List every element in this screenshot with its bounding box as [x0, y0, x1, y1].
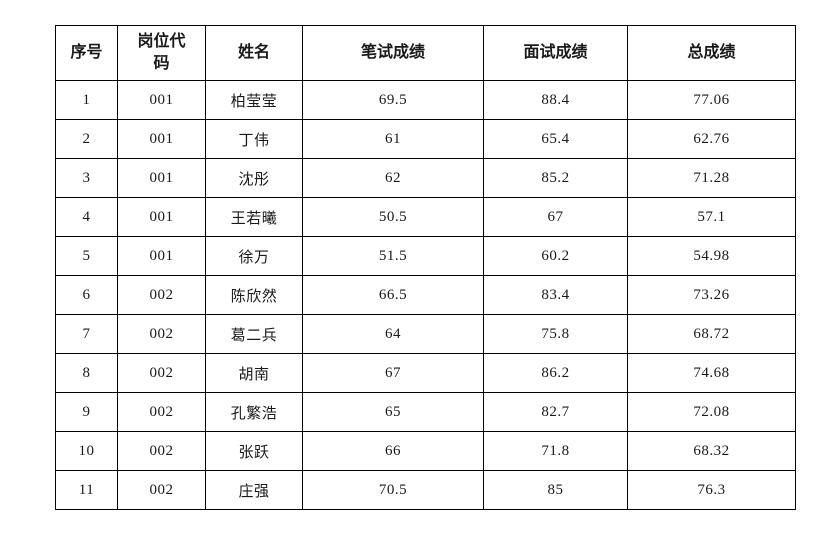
cell-interview-score: 83.4 [483, 275, 628, 315]
cell-written-score: 62 [302, 158, 484, 198]
table-row: 6 002 陈欣然 66.5 83.4 73.26 [55, 275, 796, 315]
cell-total-score: 62.76 [627, 119, 796, 159]
cell-written-score: 66 [302, 431, 484, 471]
cell-interview-score: 88.4 [483, 80, 628, 120]
cell-code: 001 [117, 158, 206, 198]
cell-name: 张跃 [205, 431, 303, 471]
cell-index: 8 [55, 353, 118, 393]
cell-total-score: 73.26 [627, 275, 796, 315]
cell-total-score: 71.28 [627, 158, 796, 198]
cell-interview-score: 85.2 [483, 158, 628, 198]
table-row: 9 002 孔繁浩 65 82.7 72.08 [55, 392, 796, 432]
cell-written-score: 70.5 [302, 470, 484, 510]
cell-code: 002 [117, 470, 206, 510]
cell-name: 陈欣然 [205, 275, 303, 315]
cell-code: 002 [117, 353, 206, 393]
cell-index: 4 [55, 197, 118, 237]
cell-written-score: 61 [302, 119, 484, 159]
cell-written-score: 50.5 [302, 197, 484, 237]
table-row: 3 001 沈彤 62 85.2 71.28 [55, 158, 796, 198]
column-header-interview-score-label: 面试成绩 [523, 44, 588, 62]
cell-name: 沈彤 [205, 158, 303, 198]
table-row: 8 002 胡南 67 86.2 74.68 [55, 353, 796, 393]
cell-total-score: 57.1 [627, 197, 796, 237]
table-row: 10 002 张跃 66 71.8 68.32 [55, 431, 796, 471]
cell-index: 10 [55, 431, 118, 471]
cell-index: 6 [55, 275, 118, 315]
column-header-total-score: 总成绩 [627, 25, 796, 81]
column-header-total-score-label: 总成绩 [687, 44, 736, 62]
cell-written-score: 69.5 [302, 80, 484, 120]
cell-interview-score: 86.2 [483, 353, 628, 393]
cell-code: 002 [117, 392, 206, 432]
column-header-name: 姓名 [205, 25, 303, 81]
cell-name: 丁伟 [205, 119, 303, 159]
cell-name: 柏莹莹 [205, 80, 303, 120]
cell-code: 002 [117, 314, 206, 354]
cell-code: 001 [117, 236, 206, 276]
cell-total-score: 76.3 [627, 470, 796, 510]
column-header-code-label: 岗位代码 [137, 33, 186, 72]
table-row: 4 001 王若曦 50.5 67 57.1 [55, 197, 796, 237]
column-header-name-label: 姓名 [237, 44, 270, 62]
table-row: 1 001 柏莹莹 69.5 88.4 77.06 [55, 80, 796, 120]
cell-code: 002 [117, 431, 206, 471]
cell-index: 2 [55, 119, 118, 159]
cell-interview-score: 75.8 [483, 314, 628, 354]
cell-interview-score: 67 [483, 197, 628, 237]
column-header-index: 序号 [55, 25, 118, 81]
cell-name: 王若曦 [205, 197, 303, 237]
cell-interview-score: 65.4 [483, 119, 628, 159]
column-header-interview-score: 面试成绩 [483, 25, 628, 81]
cell-code: 001 [117, 119, 206, 159]
cell-index: 5 [55, 236, 118, 276]
table-header-row: 序号 岗位代码 姓名 笔试成绩 面试成绩 总成绩 [55, 25, 796, 81]
column-header-code: 岗位代码 [117, 25, 206, 81]
cell-code: 001 [117, 80, 206, 120]
cell-index: 9 [55, 392, 118, 432]
cell-name: 胡南 [205, 353, 303, 393]
cell-total-score: 68.32 [627, 431, 796, 471]
column-header-written-score: 笔试成绩 [302, 25, 484, 81]
cell-index: 7 [55, 314, 118, 354]
cell-total-score: 68.72 [627, 314, 796, 354]
column-header-index-label: 序号 [70, 44, 103, 62]
cell-index: 3 [55, 158, 118, 198]
cell-total-score: 77.06 [627, 80, 796, 120]
score-table: 序号 岗位代码 姓名 笔试成绩 面试成绩 总成绩 1 001 柏莹莹 69.5 … [55, 25, 796, 510]
table-row: 7 002 葛二兵 64 75.8 68.72 [55, 314, 796, 354]
cell-total-score: 74.68 [627, 353, 796, 393]
cell-interview-score: 60.2 [483, 236, 628, 276]
table-row: 2 001 丁伟 61 65.4 62.76 [55, 119, 796, 159]
cell-written-score: 64 [302, 314, 484, 354]
cell-name: 孔繁浩 [205, 392, 303, 432]
cell-name: 徐万 [205, 236, 303, 276]
cell-code: 001 [117, 197, 206, 237]
cell-interview-score: 82.7 [483, 392, 628, 432]
cell-total-score: 54.98 [627, 236, 796, 276]
cell-written-score: 65 [302, 392, 484, 432]
cell-written-score: 67 [302, 353, 484, 393]
cell-total-score: 72.08 [627, 392, 796, 432]
cell-written-score: 66.5 [302, 275, 484, 315]
cell-name: 庄强 [205, 470, 303, 510]
table-row: 11 002 庄强 70.5 85 76.3 [55, 470, 796, 510]
cell-written-score: 51.5 [302, 236, 484, 276]
cell-name: 葛二兵 [205, 314, 303, 354]
table-body: 1 001 柏莹莹 69.5 88.4 77.06 2 001 丁伟 61 65… [55, 80, 796, 510]
column-header-written-score-label: 笔试成绩 [360, 44, 425, 62]
cell-index: 1 [55, 80, 118, 120]
cell-interview-score: 85 [483, 470, 628, 510]
cell-code: 002 [117, 275, 206, 315]
table-row: 5 001 徐万 51.5 60.2 54.98 [55, 236, 796, 276]
cell-index: 11 [55, 470, 118, 510]
cell-interview-score: 71.8 [483, 431, 628, 471]
